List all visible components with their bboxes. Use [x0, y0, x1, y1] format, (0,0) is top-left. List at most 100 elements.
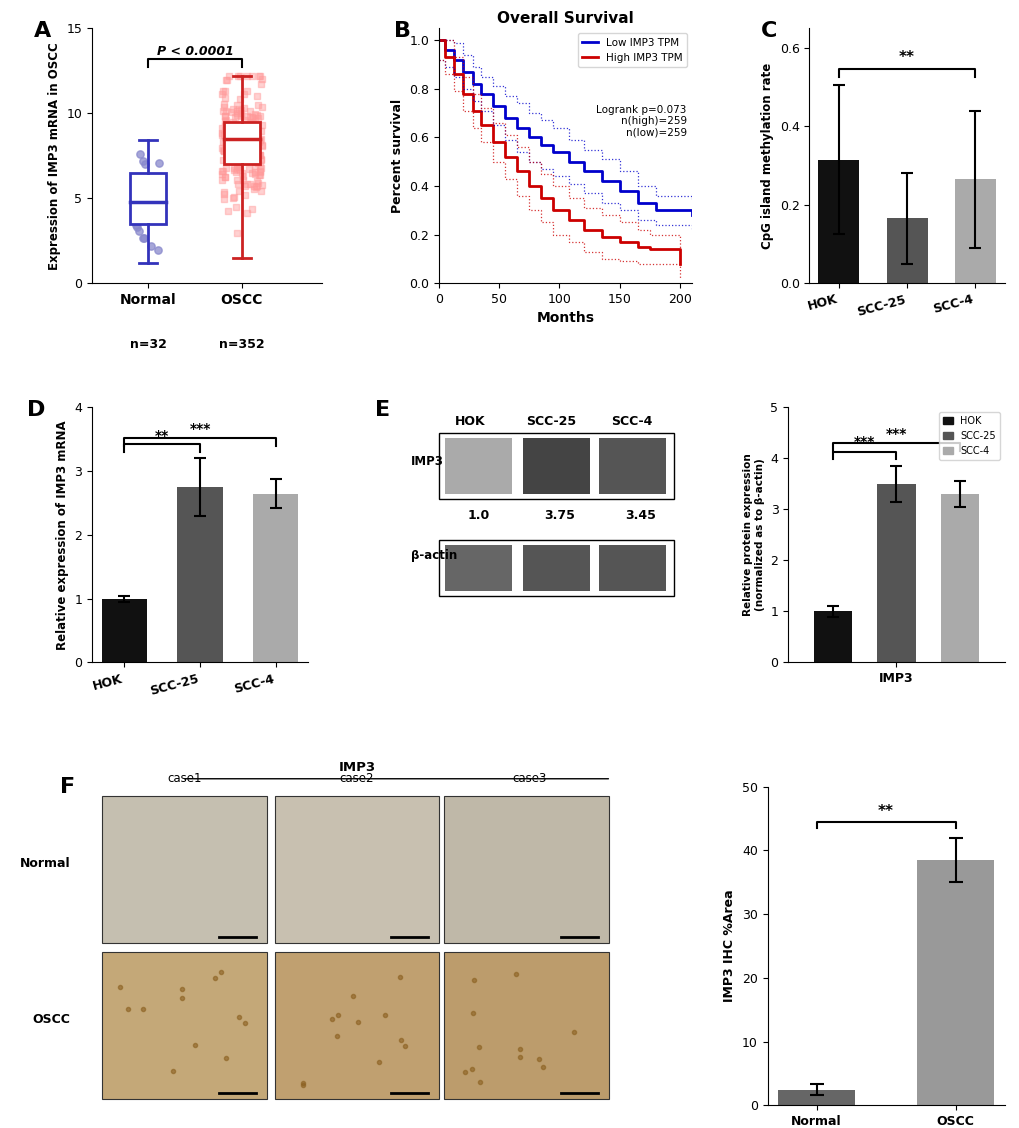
Point — [144, 199, 160, 217]
Point — [216, 185, 232, 203]
Point — [232, 118, 249, 136]
Point — [242, 159, 258, 177]
Point — [232, 107, 249, 125]
Point — [252, 132, 268, 150]
Text: B: B — [393, 20, 411, 41]
Point — [131, 178, 148, 196]
Point — [226, 161, 243, 179]
Point — [230, 99, 247, 117]
Point — [129, 219, 146, 237]
Point — [135, 206, 151, 224]
Point — [236, 177, 253, 195]
Point — [227, 164, 244, 182]
Point — [238, 107, 255, 125]
Point — [249, 144, 265, 162]
Point — [239, 124, 256, 142]
Point — [215, 81, 231, 99]
Point — [216, 142, 232, 160]
Point — [224, 113, 240, 131]
Text: OSCC: OSCC — [33, 1013, 70, 1025]
Point — [237, 115, 254, 133]
Point — [228, 160, 245, 178]
Bar — [102, 599, 147, 662]
Point — [228, 106, 245, 124]
Point — [216, 107, 232, 125]
Point — [244, 115, 260, 133]
Point — [253, 182, 269, 200]
Point — [247, 140, 263, 158]
Point — [136, 229, 152, 247]
Point — [253, 150, 269, 168]
Point — [232, 67, 249, 85]
Point — [238, 175, 255, 193]
Point — [225, 159, 242, 177]
Point — [233, 125, 250, 143]
Point — [131, 146, 148, 164]
Point — [217, 168, 233, 186]
Point — [151, 206, 167, 224]
Bar — [438, 540, 674, 596]
Y-axis label: CpG island methylation rate: CpG island methylation rate — [760, 62, 773, 249]
Point — [217, 89, 233, 107]
Point — [249, 87, 265, 105]
Point — [233, 131, 250, 149]
Point — [247, 165, 263, 183]
Point — [221, 132, 237, 150]
X-axis label: Months: Months — [536, 311, 594, 326]
Point — [215, 151, 231, 169]
Point — [254, 136, 270, 155]
Point — [227, 108, 244, 126]
Point — [237, 152, 254, 170]
Point — [239, 123, 256, 141]
Point — [242, 143, 258, 161]
Point — [232, 104, 249, 122]
Point — [254, 176, 270, 194]
Bar — [102, 952, 266, 1099]
Text: C: C — [760, 20, 776, 41]
Bar — [130, 173, 166, 223]
Bar — [817, 159, 858, 283]
Point — [147, 208, 163, 226]
Point — [234, 167, 251, 185]
Point — [252, 67, 268, 85]
Point — [244, 141, 260, 159]
Point — [228, 223, 245, 241]
Point — [219, 147, 235, 165]
Y-axis label: Expression of IMP3 mRNA in OSCC: Expression of IMP3 mRNA in OSCC — [48, 42, 60, 270]
Text: IMP3: IMP3 — [338, 761, 375, 774]
Point — [237, 186, 254, 204]
Point — [216, 190, 232, 208]
Point — [226, 149, 243, 167]
Point — [252, 107, 268, 125]
Point — [250, 96, 266, 114]
Point — [247, 157, 263, 175]
Point — [220, 123, 236, 141]
Point — [253, 159, 269, 177]
Point — [253, 151, 269, 169]
Bar — [253, 494, 299, 662]
Point — [231, 90, 248, 108]
Point — [127, 215, 144, 233]
Point — [240, 126, 257, 144]
Point — [233, 164, 250, 182]
Point — [229, 102, 246, 120]
Bar — [274, 796, 438, 943]
Point — [143, 237, 159, 255]
Point — [215, 133, 231, 151]
Point — [251, 133, 267, 151]
Bar — [438, 433, 674, 500]
Point — [227, 125, 244, 143]
Text: Logrank p=0.073
n(high)=259
n(low)=259: Logrank p=0.073 n(high)=259 n(low)=259 — [596, 105, 686, 138]
Point — [242, 129, 258, 147]
Point — [249, 138, 265, 156]
Text: ***: *** — [853, 435, 874, 449]
Point — [231, 117, 248, 135]
Text: case2: case2 — [339, 773, 374, 785]
Point — [242, 117, 258, 135]
Text: case3: case3 — [512, 773, 546, 785]
Point — [225, 190, 242, 208]
Point — [141, 204, 157, 222]
Bar — [102, 796, 266, 943]
Text: **: ** — [877, 804, 894, 819]
Bar — [523, 545, 590, 591]
